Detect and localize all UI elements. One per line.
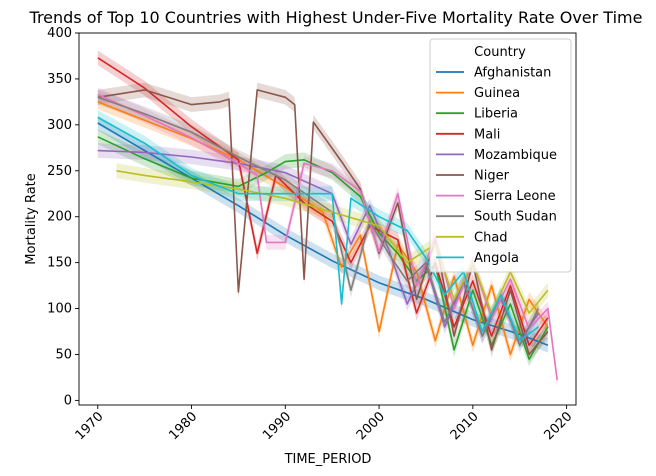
legend-label-guinea: Guinea — [474, 86, 520, 101]
series-line-niger — [97, 89, 549, 356]
y-tick-label: 200 — [47, 210, 72, 225]
legend-label-afghanistan: Afghanistan — [474, 66, 551, 81]
series-line-south-sudan — [97, 96, 540, 347]
series-line-guinea — [97, 101, 549, 356]
band-niger — [97, 82, 548, 362]
series-line-sierra-leone — [97, 93, 558, 381]
band-mozambique — [97, 143, 539, 349]
series-line-chad — [116, 170, 549, 314]
series-line-angola — [97, 116, 539, 342]
legend-box — [429, 38, 572, 273]
y-tick-label: 300 — [47, 118, 72, 133]
series-line-liberia — [97, 136, 549, 360]
band-mali — [97, 50, 548, 353]
legend-label-angola: Angola — [474, 251, 519, 266]
legend-label-mozambique: Mozambique — [474, 148, 557, 163]
y-tick-label: 100 — [47, 302, 72, 317]
x-tick-label: 1990 — [260, 409, 294, 443]
x-tick-label: 2020 — [541, 409, 575, 443]
legend: Country Afghanistan Guinea Liberia Mali Moza… — [429, 38, 572, 273]
y-tick-label: 0 — [64, 393, 72, 408]
x-tick-label: 2000 — [354, 409, 388, 443]
x-axis: 1970 1980 1990 2000 2010 2020 — [73, 405, 575, 443]
legend-label-sierra-leone: Sierra Leone — [474, 189, 556, 204]
legend-title: Country — [474, 45, 526, 60]
chart-title: Trends of Top 10 Countries with Highest … — [29, 8, 643, 27]
y-tick-label: 50 — [55, 347, 72, 362]
y-axis-label: Mortality Rate — [24, 173, 39, 265]
legend-label-south-sudan: South Sudan — [474, 210, 557, 225]
x-axis-label: TIME_PERIOD — [284, 452, 372, 467]
legend-label-niger: Niger — [474, 169, 510, 184]
legend-label-liberia: Liberia — [474, 107, 518, 122]
y-tick-label: 250 — [47, 164, 72, 179]
x-tick-label: 2010 — [448, 409, 482, 443]
y-tick-label: 350 — [47, 72, 72, 87]
x-tick-label: 1970 — [73, 409, 107, 443]
y-axis: 0 50 100 150 200 250 300 350 400 — [47, 26, 79, 408]
y-tick-label: 150 — [47, 256, 72, 271]
band-south-sudan — [97, 89, 539, 353]
legend-label-mali: Mali — [474, 127, 500, 142]
band-sierra-leone — [97, 87, 558, 388]
x-tick-label: 1980 — [166, 409, 200, 443]
legend-label-chad: Chad — [474, 230, 508, 245]
plot-frame — [78, 32, 577, 406]
band-guinea — [97, 94, 548, 362]
series-lines — [97, 57, 558, 381]
band-chad — [116, 163, 548, 321]
y-tick-label: 400 — [47, 26, 72, 41]
series-line-mali — [97, 57, 549, 347]
